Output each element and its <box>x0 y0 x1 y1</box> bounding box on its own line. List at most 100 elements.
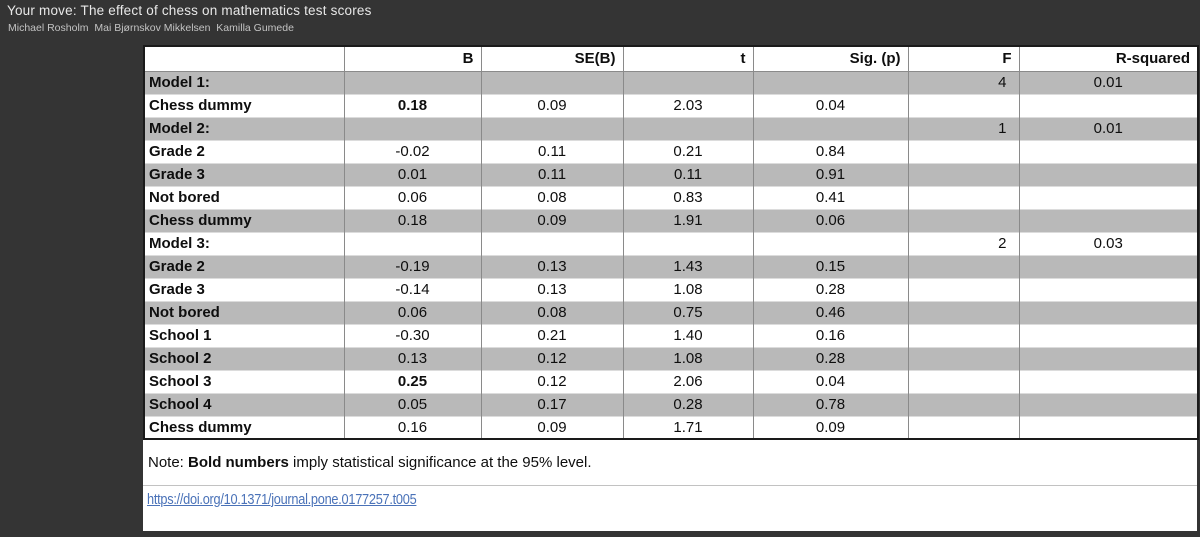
cell-t <box>622 116 754 140</box>
cell-b: 0.16 <box>343 415 482 439</box>
cell-label: School 3 <box>143 369 345 393</box>
cell-sig: 0.28 <box>752 277 909 301</box>
cell-label: Grade 3 <box>143 277 345 301</box>
cell-se: 0.17 <box>480 392 624 416</box>
cell-r2 <box>1018 369 1199 393</box>
cell-se: 0.12 <box>480 346 624 370</box>
col-header-r-squared: R-squared <box>1018 46 1199 72</box>
cell-t: 1.08 <box>622 277 754 301</box>
table-note: Note: Bold numbers imply statistical sig… <box>143 440 1197 486</box>
cell-sig: 0.15 <box>752 254 909 278</box>
cell-r2 <box>1018 93 1199 117</box>
cell-sig: 0.04 <box>752 93 909 117</box>
cell-f <box>907 369 1020 393</box>
cell-se: 0.09 <box>480 93 624 117</box>
cell-b: 0.01 <box>343 162 482 186</box>
cell-sig: 0.41 <box>752 185 909 209</box>
table-row: School 1 -0.30 0.21 1.40 0.16 <box>143 323 1199 347</box>
cell-b: -0.30 <box>343 323 482 347</box>
table-row: Model 1: 4 0.01 <box>143 70 1199 94</box>
cell-se: 0.12 <box>480 369 624 393</box>
cell-label: School 1 <box>143 323 345 347</box>
cell-label: Grade 2 <box>143 254 345 278</box>
cell-label: Not bored <box>143 185 345 209</box>
cell-t: 2.06 <box>622 369 754 393</box>
cell-se: 0.21 <box>480 323 624 347</box>
doi-link[interactable]: https://doi.org/10.1371/journal.pone.017… <box>147 491 417 508</box>
table-header-row: B SE(B) t Sig. (p) F R-squared <box>143 46 1199 72</box>
regression-results-table: B SE(B) t Sig. (p) F R-squared Model 1: 4… <box>143 45 1199 440</box>
cell-sig <box>752 116 909 140</box>
cell-sig: 0.09 <box>752 415 909 439</box>
cell-sig: 0.28 <box>752 346 909 370</box>
cell-b: -0.02 <box>343 139 482 163</box>
table-row: Grade 2 -0.02 0.11 0.21 0.84 <box>143 139 1199 163</box>
cell-t: 1.91 <box>622 208 754 232</box>
cell-sig: 0.78 <box>752 392 909 416</box>
note-prefix: Note: <box>148 454 189 471</box>
cell-b: 0.18 <box>343 93 482 117</box>
cell-label: School 4 <box>143 392 345 416</box>
cell-se <box>480 231 624 255</box>
cell-r2 <box>1018 300 1199 324</box>
cell-t: 0.28 <box>622 392 754 416</box>
table-row: School 3 0.25 0.12 2.06 0.04 <box>143 369 1199 393</box>
cell-se <box>480 116 624 140</box>
cell-label: Chess dummy <box>143 208 345 232</box>
cell-f: 1 <box>907 116 1020 140</box>
cell-r2 <box>1018 392 1199 416</box>
table-row: Not bored 0.06 0.08 0.83 0.41 <box>143 185 1199 209</box>
table-row: Grade 2 -0.19 0.13 1.43 0.15 <box>143 254 1199 278</box>
cell-sig: 0.91 <box>752 162 909 186</box>
table-row: Model 2: 1 0.01 <box>143 116 1199 140</box>
cell-t: 1.71 <box>622 415 754 439</box>
cell-b: 0.06 <box>343 300 482 324</box>
cell-label: Model 3: <box>143 231 345 255</box>
table-row: School 4 0.05 0.17 0.28 0.78 <box>143 392 1199 416</box>
table-row: Chess dummy 0.18 0.09 1.91 0.06 <box>143 208 1199 232</box>
cell-label: Not bored <box>143 300 345 324</box>
note-bold-phrase: Bold numbers <box>188 454 289 471</box>
cell-t: 0.21 <box>622 139 754 163</box>
cell-b: 0.06 <box>343 185 482 209</box>
cell-sig: 0.16 <box>752 323 909 347</box>
cell-b <box>343 70 482 94</box>
cell-se: 0.09 <box>480 415 624 439</box>
cell-f <box>907 162 1020 186</box>
cell-f <box>907 323 1020 347</box>
table-row: Not bored 0.06 0.08 0.75 0.46 <box>143 300 1199 324</box>
table-row: Grade 3 0.01 0.11 0.11 0.91 <box>143 162 1199 186</box>
cell-t: 2.03 <box>622 93 754 117</box>
cell-se: 0.09 <box>480 208 624 232</box>
col-header-se-b: SE(B) <box>480 46 624 72</box>
cell-f <box>907 392 1020 416</box>
cell-f <box>907 185 1020 209</box>
cell-f <box>907 300 1020 324</box>
cell-f: 4 <box>907 70 1020 94</box>
cell-se: 0.08 <box>480 300 624 324</box>
cell-label: School 2 <box>143 346 345 370</box>
cell-t: 0.11 <box>622 162 754 186</box>
cell-se: 0.08 <box>480 185 624 209</box>
cell-sig: 0.06 <box>752 208 909 232</box>
col-header-t: t <box>622 46 754 72</box>
cell-r2: 0.01 <box>1018 70 1199 94</box>
cell-b <box>343 116 482 140</box>
cell-b: -0.14 <box>343 277 482 301</box>
note-rest: imply statistical significance at the 95… <box>288 454 592 471</box>
cell-t: 1.40 <box>622 323 754 347</box>
cell-label: Grade 2 <box>143 139 345 163</box>
cell-sig: 0.04 <box>752 369 909 393</box>
cell-f <box>907 139 1020 163</box>
cell-f <box>907 415 1020 439</box>
cell-b: -0.19 <box>343 254 482 278</box>
cell-se: 0.11 <box>480 139 624 163</box>
cell-t: 0.83 <box>622 185 754 209</box>
table-row: Chess dummy 0.16 0.09 1.71 0.09 <box>143 415 1199 439</box>
cell-r2: 0.03 <box>1018 231 1199 255</box>
table-row: School 2 0.13 0.12 1.08 0.28 <box>143 346 1199 370</box>
cell-f <box>907 93 1020 117</box>
cell-label: Chess dummy <box>143 415 345 439</box>
page-title: Your move: The effect of chess on mathem… <box>7 3 372 18</box>
cell-b: 0.25 <box>343 369 482 393</box>
